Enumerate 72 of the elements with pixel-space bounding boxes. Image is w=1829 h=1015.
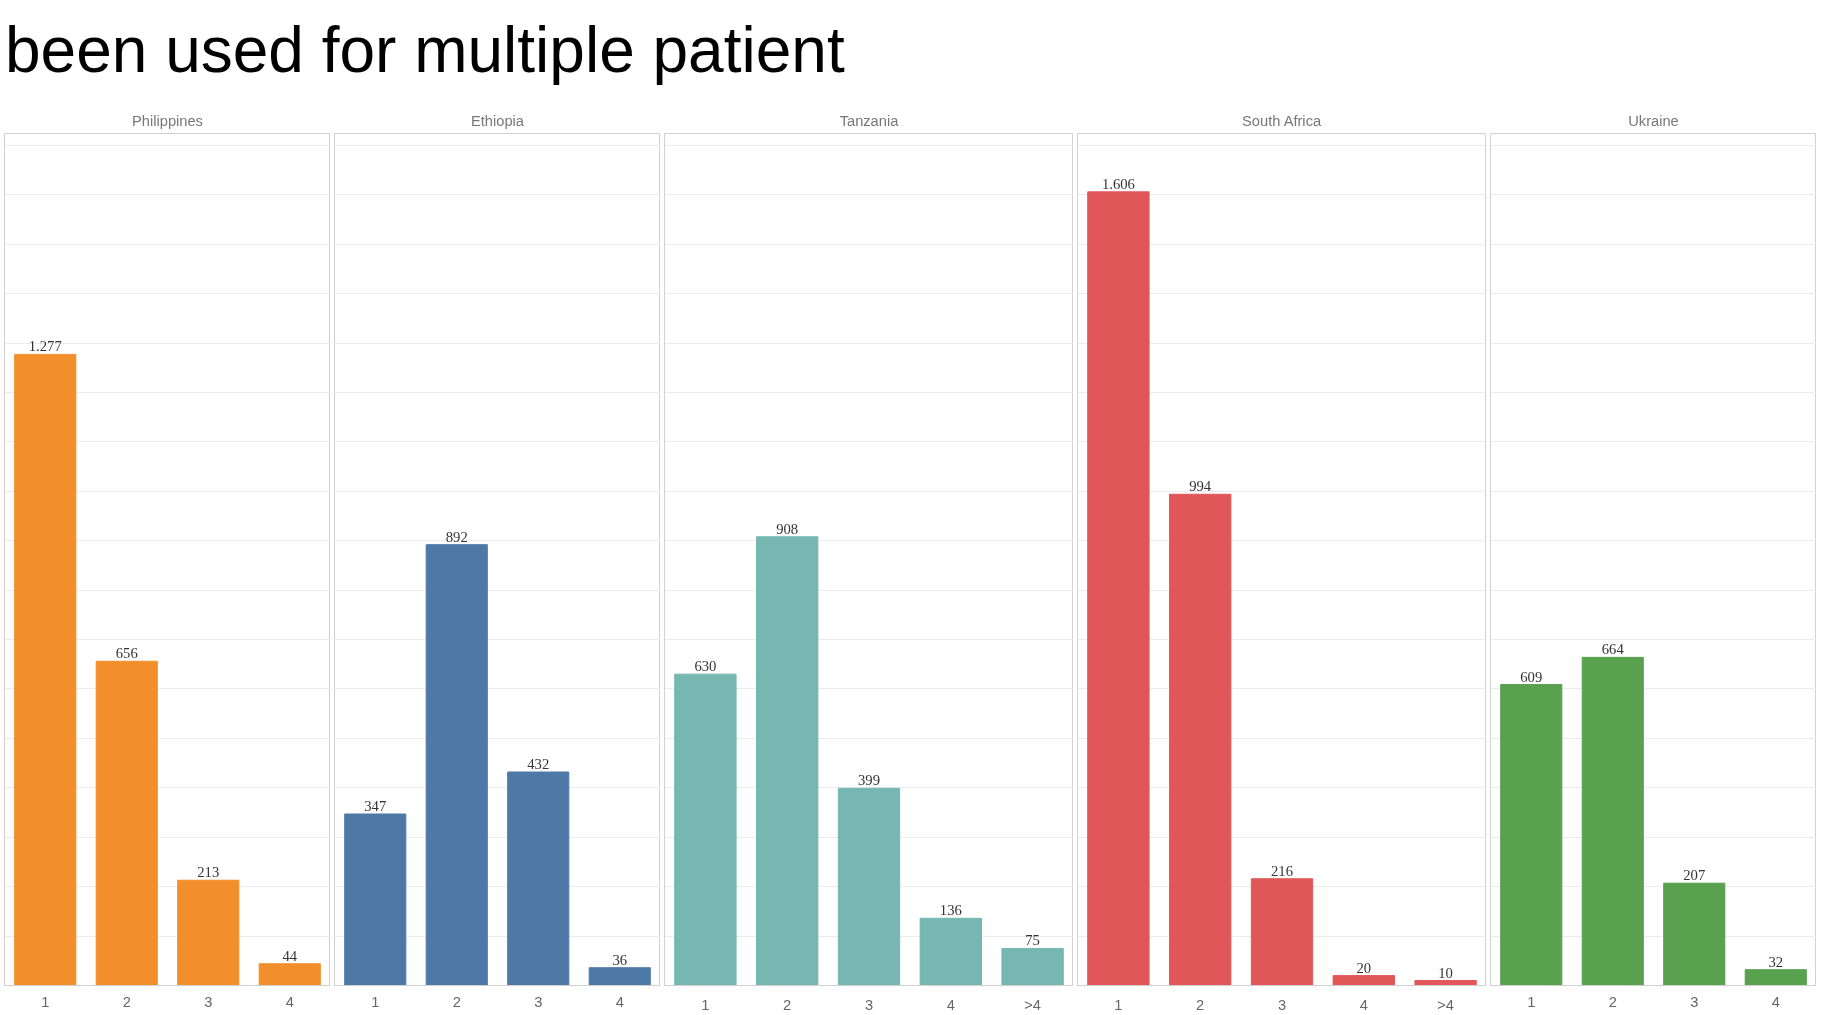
data-label: 399: [858, 772, 880, 789]
x-tick-label: 2: [452, 993, 461, 1010]
x-tick-label: 3: [864, 996, 874, 1013]
chart-title: South Africa: [1242, 112, 1322, 129]
x-tick-label: >4: [1437, 996, 1454, 1013]
data-label: 347: [364, 798, 387, 815]
x-tick-label: 4: [1359, 996, 1368, 1013]
x-tick-label: 1: [701, 996, 710, 1013]
bar: [919, 917, 982, 986]
bar: [95, 660, 158, 986]
bar: [1581, 656, 1644, 986]
data-label: 10: [1438, 964, 1453, 981]
x-tick-label: 4: [615, 993, 624, 1010]
bar: [1500, 684, 1563, 986]
bar: [1744, 969, 1807, 986]
bar: [1001, 947, 1064, 986]
bar: [14, 353, 77, 986]
data-label: 36: [612, 951, 628, 968]
data-label: 656: [115, 645, 138, 662]
x-tick-label: 1: [1527, 993, 1536, 1010]
bar: [1414, 980, 1477, 986]
chart-title: Tanzania: [839, 112, 900, 129]
x-tick-label: 4: [285, 993, 294, 1010]
data-label: 432: [527, 756, 550, 773]
data-label: 1.277: [28, 338, 62, 355]
x-tick-label: 3: [1690, 993, 1699, 1010]
data-label: 75: [1025, 932, 1040, 949]
data-label: 664: [1601, 641, 1625, 658]
bar: [674, 673, 737, 986]
x-tick-label: 3: [1277, 996, 1287, 1013]
chart-title: Ukraine: [1628, 112, 1679, 129]
data-label: 32: [1768, 953, 1784, 970]
bar: [837, 787, 901, 986]
data-label: 213: [197, 864, 220, 881]
bar: [1250, 878, 1314, 986]
x-tick-label: 2: [122, 993, 131, 1010]
x-tick-label: 3: [534, 993, 543, 1010]
x-tick-label: 2: [1196, 996, 1205, 1013]
x-tick-label: 1: [41, 993, 50, 1010]
bar: [507, 771, 570, 986]
x-tick-label: 1: [371, 993, 380, 1010]
data-label: 207: [1683, 867, 1706, 884]
bar: [1332, 975, 1395, 986]
data-label: 1.606: [1101, 175, 1135, 192]
data-label: 892: [445, 528, 468, 545]
data-label: 908: [776, 520, 799, 537]
data-label: 136: [939, 902, 962, 919]
bar: [1663, 882, 1726, 986]
x-tick-label: 2: [783, 996, 792, 1013]
x-tick-label: 4: [1771, 993, 1780, 1010]
bar: [588, 967, 651, 986]
x-tick-label: >4: [1024, 996, 1041, 1013]
bar: [756, 536, 819, 986]
bar: [1087, 191, 1150, 986]
bar: [177, 879, 240, 986]
bar: [425, 544, 488, 986]
data-label: 994: [1189, 478, 1212, 495]
text: been used for multiple patient: [5, 13, 845, 88]
x-tick-label: 2: [1608, 993, 1617, 1010]
x-tick-label: 1: [1114, 996, 1123, 1013]
chart-title: Ethiopia: [471, 112, 525, 129]
x-tick-label: 3: [204, 993, 213, 1010]
data-label: 609: [1520, 668, 1543, 685]
data-label: 630: [694, 658, 717, 675]
data-label: 20: [1356, 959, 1372, 976]
bar: [1169, 493, 1232, 986]
bar: [258, 963, 321, 986]
chart-title: Philippines: [132, 112, 203, 129]
data-label: 44: [282, 947, 298, 964]
data-label: 216: [1271, 862, 1293, 879]
bar: [344, 813, 407, 986]
x-tick-label: 4: [946, 996, 955, 1013]
